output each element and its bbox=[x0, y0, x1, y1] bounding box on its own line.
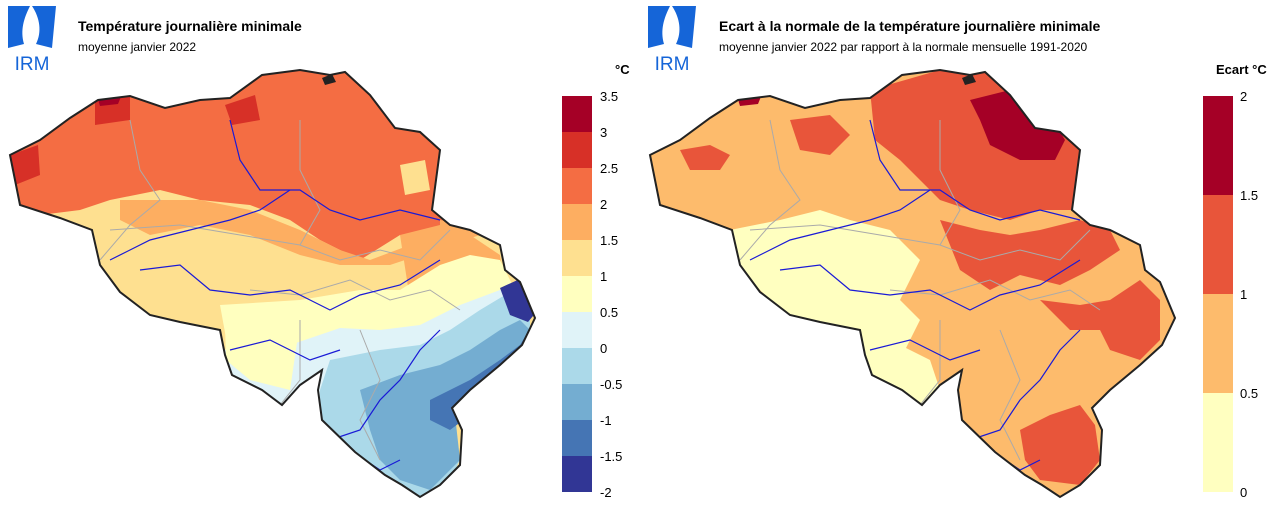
legend-tick-label: -1.5 bbox=[600, 449, 623, 464]
legend-band bbox=[562, 132, 592, 169]
region-borders bbox=[99, 119, 461, 461]
map-subtitle: moyenne janvier 2022 par rapport à la no… bbox=[719, 40, 1088, 54]
legend-tick-label: 1.5 bbox=[1240, 188, 1259, 203]
irm-logo-text: IRM bbox=[655, 54, 690, 72]
legend-band bbox=[562, 96, 592, 133]
map-subtitle: moyenne janvier 2022 bbox=[78, 40, 197, 54]
legend-tick-label: -1 bbox=[600, 413, 612, 428]
legend-tick-label: 2 bbox=[600, 197, 608, 212]
zone-0-to-0.5-west bbox=[730, 210, 920, 380]
legend-band bbox=[562, 276, 592, 313]
anomaly-map bbox=[649, 69, 1176, 498]
legend-tick-label: 1 bbox=[600, 269, 608, 284]
legend-band bbox=[562, 348, 592, 385]
baarle-enclave bbox=[322, 74, 336, 85]
zone-above-1.5 bbox=[970, 90, 1065, 160]
legend-band bbox=[562, 168, 592, 205]
legend-tick-label: 1 bbox=[1240, 287, 1248, 302]
legend-band bbox=[562, 384, 592, 421]
map-title: Température journalière minimale bbox=[78, 18, 302, 34]
zone-0.5-to-1-west bbox=[225, 320, 300, 390]
legend-tick-label: 2.5 bbox=[600, 161, 619, 176]
zone-1-to-1.5-coast bbox=[680, 145, 730, 170]
legend-band bbox=[562, 240, 592, 277]
legend-tick-label: -0.5 bbox=[600, 377, 623, 392]
region-borders bbox=[739, 119, 1101, 461]
anomaly-legend-bar bbox=[1203, 96, 1233, 492]
zone-3-to-3.5-kempen bbox=[225, 95, 260, 125]
temperature-zones bbox=[10, 70, 535, 497]
legend-band bbox=[562, 312, 592, 349]
zone-1-to-1.5-south bbox=[1020, 405, 1100, 485]
zone-1-to-1.5-limburg bbox=[400, 160, 430, 195]
right-map-panel: IRM Ecart à la normale de la température… bbox=[640, 0, 1280, 507]
rivers bbox=[109, 119, 441, 471]
legend-tick-label: 1.5 bbox=[600, 233, 619, 248]
zone-1-to-1.5-flanders bbox=[790, 115, 850, 155]
irm-logo: IRM bbox=[8, 6, 56, 72]
legend-unit: Ecart °C bbox=[1216, 62, 1267, 77]
legend-tick-label: 3 bbox=[600, 125, 608, 140]
legend-band bbox=[562, 420, 592, 457]
legend-band bbox=[1203, 195, 1233, 295]
baarle-enclave bbox=[962, 74, 976, 85]
zone-minus-2-to-minus-1.5 bbox=[500, 278, 535, 322]
legend-band bbox=[562, 456, 592, 492]
map-title: Ecart à la normale de la température jou… bbox=[719, 18, 1101, 34]
irm-logo: IRM bbox=[648, 6, 696, 72]
legend-band bbox=[1203, 96, 1233, 196]
legend-tick-label: 0.5 bbox=[1240, 386, 1259, 401]
legend-tick-label: 2 bbox=[1240, 89, 1248, 104]
zone-1-to-1.5-centre bbox=[940, 220, 1120, 290]
zone-2-to-2.5 bbox=[120, 200, 480, 265]
legend-tick-label: 3.5 bbox=[600, 89, 619, 104]
rivers bbox=[749, 119, 1081, 471]
legend-tick-label: -2 bbox=[600, 485, 612, 500]
temperature-map bbox=[9, 69, 536, 498]
left-map-panel: IRM Température journalière minimale moy… bbox=[8, 6, 630, 500]
legend-band bbox=[562, 204, 592, 241]
anomaly-zones bbox=[650, 70, 1175, 497]
legend-tick-label: 0 bbox=[600, 341, 608, 356]
legend-band bbox=[1203, 294, 1233, 394]
legend-unit: °C bbox=[615, 62, 630, 77]
temperature-legend-bar bbox=[562, 96, 592, 492]
zone-1-to-1.5-east bbox=[1040, 280, 1160, 360]
legend-tick-label: 0 bbox=[1240, 485, 1248, 500]
legend-tick-label: 0.5 bbox=[600, 305, 619, 320]
irm-logo-text: IRM bbox=[15, 54, 50, 72]
legend-band bbox=[1203, 393, 1233, 492]
zone-3-to-3.5-coast bbox=[10, 145, 40, 185]
